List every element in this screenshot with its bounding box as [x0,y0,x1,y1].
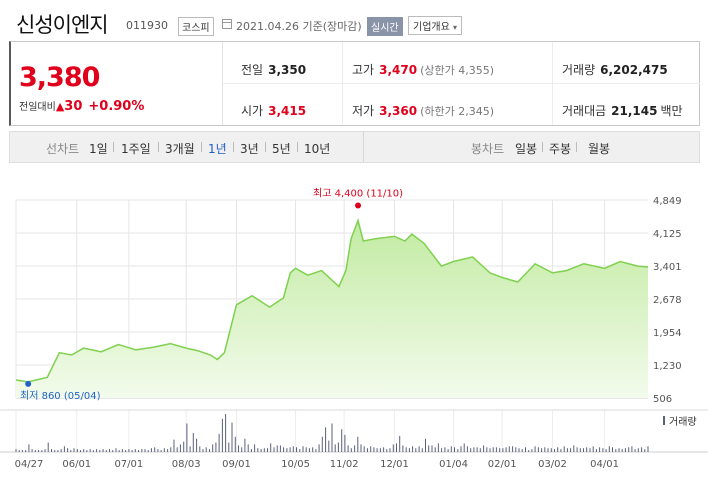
high-label: 최고 4,400 (11/10) [313,187,403,199]
market-badge: 코스피 [178,17,214,36]
period-1w[interactable]: 1주일 [121,142,151,156]
high-marker [355,202,362,209]
candle-weekly[interactable]: 주봉 [549,142,572,156]
x-tick-label: 10/05 [281,459,310,470]
company-name: 신성이엔지 [16,13,109,37]
x-tick-label: 06/01 [62,459,91,470]
quote-summary: 3,380 전일대비▲30 +0.90% 전일 3,350 고가 3,470 (상한가 … [9,41,700,126]
period-1y[interactable]: 1년 [208,142,227,156]
x-tick-label: 07/01 [114,459,143,470]
x-tick-label: 02/01 [488,459,517,470]
stock-code: 011930 [126,19,168,32]
y-tick-label: 1,230 [653,361,682,372]
candle-chart-label: 봉차트 [471,142,505,156]
x-tick-label: 12/01 [380,459,409,470]
candle-monthly[interactable]: 월봉 [588,142,611,156]
y-tick-label: 4,849 [653,196,682,207]
y-tick-label: 1,954 [653,328,682,339]
y-tick-label: 2,678 [653,295,682,306]
change-percent: +0.90% [88,99,145,114]
up-triangle-icon: ▲ [55,100,65,113]
price-area [16,220,648,398]
x-tick-label: 04/01 [590,459,619,470]
x-tick-label: 11/02 [330,459,359,470]
open-price: 시가 3,415 [241,104,307,118]
volume-legend: 거래량 [669,416,697,428]
period-3y[interactable]: 3년 [240,142,259,156]
chevron-down-icon: ▾ [453,23,458,32]
change-label: 전일대비 [19,102,56,113]
x-tick-label: 09/01 [222,459,251,470]
x-tick-label: 01/04 [439,459,468,470]
low-marker [25,380,32,387]
candle-daily[interactable]: 일봉 [515,142,538,156]
day-low: 저가 3,360 (하한가 2,345) [352,104,494,118]
prev-close: 전일 3,350 [241,63,307,77]
x-tick-label: 04/27 [15,459,44,470]
x-tick-label: 08/03 [172,459,201,470]
divider [223,83,700,84]
day-high: 고가 3,470 (상한가 4,355) [352,63,494,77]
period-10y[interactable]: 10년 [304,142,331,156]
company-overview-button[interactable]: 기업개요 ▾ [408,16,463,35]
calendar-icon [222,19,232,29]
realtime-button[interactable]: 실시간 [367,17,403,36]
period-5y[interactable]: 5년 [272,142,291,156]
current-price-cell: 3,380 전일대비▲30 +0.90% [11,42,223,125]
change-amount: 30 [64,99,83,114]
price-line [15,218,649,383]
period-1d[interactable]: 1일 [89,142,108,156]
price-change: 전일대비▲30 +0.90% [19,98,144,114]
y-tick-label: 506 [653,394,672,405]
volume: 거래량 6,202,475 [562,63,668,77]
y-tick-label: 4,125 [653,229,682,240]
low-label: 최저 860 (05/04) [20,390,101,402]
stock-header: 신성이엔지 011930 코스피 2021.04.26 기준(장마감) 실시간 … [0,0,708,40]
quote-date: 2021.04.26 기준(장마감) [236,20,362,33]
trading-value: 거래대금 21,145 백만 [562,104,683,118]
volume-legend-swatch [663,416,665,425]
price-chart: 최고 4,400 (11/10) 최저 860 (05/04) 4,849 4,12… [0,187,708,470]
period-3m[interactable]: 3개월 [165,142,195,156]
current-price: 3,380 [19,62,100,93]
period-selector: 선차트 1일 1주일 3개월 1년 3년 5년 10년 봉차트 일봉 주봉 월봉 [9,131,700,163]
x-tick-label: 03/02 [538,459,567,470]
line-chart-label: 선차트 [46,142,80,156]
y-tick-label: 3,401 [653,262,682,273]
